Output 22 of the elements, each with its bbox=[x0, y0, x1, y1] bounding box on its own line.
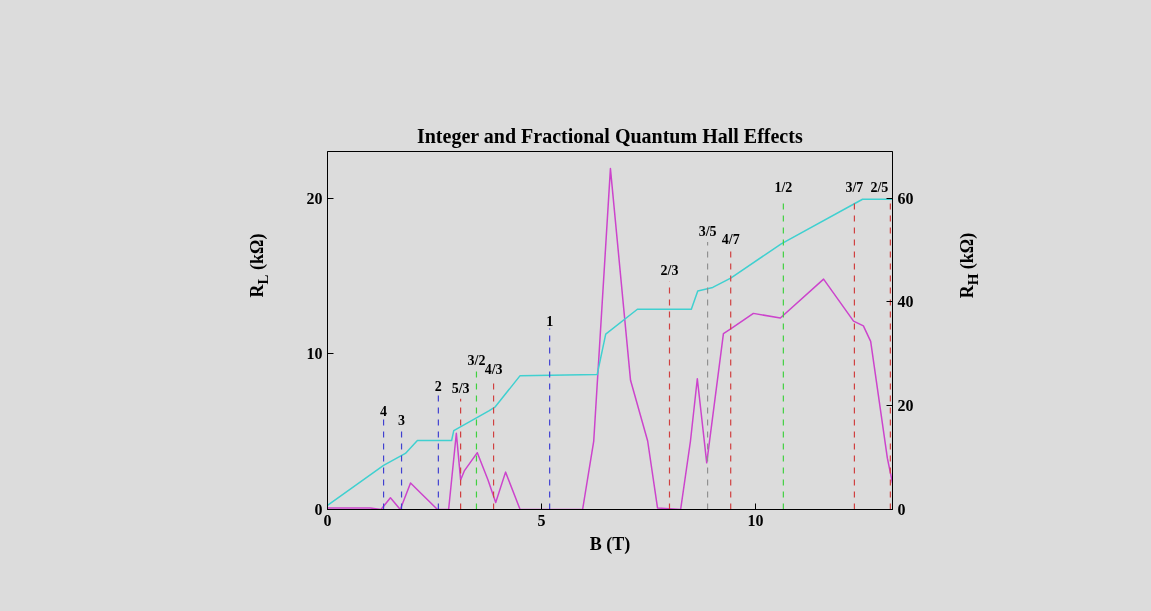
y2-tick-label: 40 bbox=[897, 293, 914, 311]
x-tick-label: 5 bbox=[537, 511, 546, 529]
annotation: 4 bbox=[380, 403, 388, 419]
annotation: 5/3 bbox=[451, 380, 470, 396]
y-tick-label: 10 bbox=[306, 345, 323, 363]
annotation: 4/7 bbox=[721, 232, 740, 248]
annotation: 3/7 bbox=[845, 180, 864, 196]
annotation: 2 bbox=[434, 378, 442, 394]
annotation: 3/2 bbox=[467, 353, 486, 369]
y2-tick-label: 60 bbox=[897, 189, 914, 207]
y2-tick-label: 20 bbox=[897, 397, 914, 415]
annotation: 2/5 bbox=[870, 180, 889, 196]
x-axis-title: B (T) bbox=[589, 533, 631, 555]
annotation: 1/2 bbox=[774, 180, 793, 196]
annotation: 3 bbox=[398, 412, 406, 428]
annotation: 3/5 bbox=[698, 223, 717, 239]
chart-title: Integer and Fractional Quantum Hall Effects bbox=[416, 124, 803, 148]
annotation: 4/3 bbox=[484, 361, 503, 377]
annotation: 1 bbox=[546, 313, 554, 329]
annotation: 2/3 bbox=[660, 263, 679, 279]
x-tick-label: 10 bbox=[747, 511, 764, 529]
y-tick-label: 20 bbox=[306, 189, 323, 207]
